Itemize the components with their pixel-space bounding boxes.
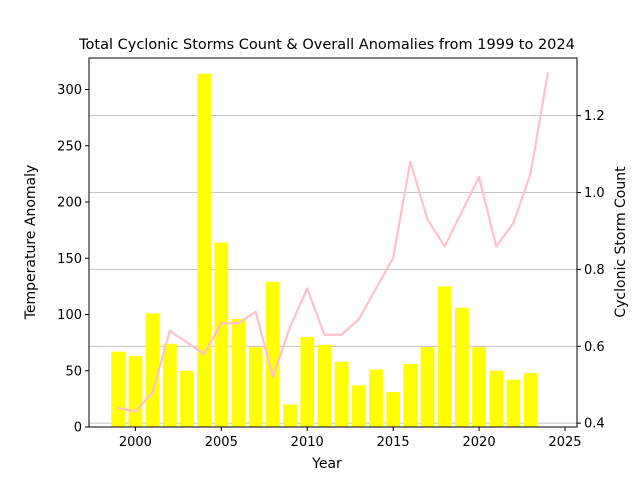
y-right-tick-label-1: 0.6	[584, 340, 605, 355]
x-tick-label-2000: 2000	[119, 435, 152, 450]
bar-2006	[231, 319, 246, 427]
bar-2012	[334, 361, 349, 427]
line-point-2002	[168, 329, 171, 333]
line-point-2005	[220, 322, 223, 325]
line-point-2021	[495, 245, 498, 248]
y-left-tick-label-200: 200	[57, 196, 82, 211]
line-point-2008	[271, 375, 274, 379]
line-point-2011	[323, 333, 326, 336]
y-axis-left-title: Temperature Anomaly	[23, 165, 39, 321]
x-tick-label-2010: 2010	[291, 435, 324, 450]
y-left-tick-label-250: 250	[57, 139, 82, 154]
line-point-2018	[443, 245, 446, 248]
bar-2020	[472, 347, 486, 427]
line-point-2017	[426, 218, 429, 221]
y-axis-right-title: Cyclonic Storm Count	[613, 166, 629, 318]
y-right-tick-label-3: 1.0	[584, 186, 605, 201]
bar-2016	[403, 364, 418, 427]
bar-2021	[489, 370, 504, 427]
line-point-2019	[460, 210, 463, 213]
bar-2008	[265, 281, 280, 427]
x-tick-label-2020: 2020	[463, 435, 496, 450]
chart-title: Total Cyclonic Storms Count & Overall An…	[78, 37, 575, 53]
bar-2003	[180, 370, 194, 427]
line-point-2000	[134, 410, 137, 413]
anomaly-line	[117, 73, 549, 413]
line-point-1999	[117, 406, 120, 409]
line-point-2023	[529, 172, 532, 175]
bar-2017	[420, 347, 435, 427]
y-left-tick-label-300: 300	[57, 83, 82, 98]
bar-2013	[351, 385, 366, 427]
bar-2022	[506, 379, 521, 427]
y-left-tick-label-150: 150	[57, 252, 82, 267]
line-series	[117, 72, 549, 413]
x-axis: 2000 2005 2010 2015 2020 2025	[119, 427, 582, 450]
line-point-2004	[203, 352, 206, 356]
bar-2015	[386, 392, 401, 427]
x-tick-label-2005: 2005	[205, 435, 238, 450]
line-point-2020	[477, 176, 481, 179]
bar-2009	[283, 404, 297, 427]
bar-2014	[369, 369, 383, 427]
bar-2011	[317, 344, 332, 427]
y-left-tick-label-0: 0	[74, 421, 82, 436]
line-point-2024	[546, 72, 549, 75]
line-point-2001	[151, 391, 154, 394]
bar-2007	[248, 347, 263, 427]
line-point-2013	[357, 318, 360, 321]
x-tick-label-2025: 2025	[548, 435, 581, 450]
bar-2023	[523, 373, 538, 427]
bar-2018	[437, 286, 452, 427]
y-right-tick-label-0: 0.4	[584, 417, 605, 432]
line-point-2016	[409, 160, 412, 163]
y-axis-right: 0.4 0.6 0.8 1.0 1.2	[577, 109, 605, 432]
x-tick-label-2015: 2015	[377, 435, 410, 450]
line-point-2007	[254, 310, 257, 313]
y-right-tick-label-4: 1.2	[584, 109, 605, 124]
line-point-2015	[392, 256, 395, 259]
bar-2002	[162, 343, 177, 427]
bar-2004	[197, 73, 211, 427]
plot-frame	[88, 57, 578, 428]
y-left-tick-label-100: 100	[57, 308, 82, 323]
bar-2005	[214, 242, 229, 427]
bar-1999	[111, 351, 126, 427]
line-point-2022	[512, 222, 515, 225]
y-axis-left: 0 50 100 150 200 250 300	[57, 83, 89, 436]
line-point-2006	[237, 322, 240, 325]
line-point-2009	[288, 325, 292, 329]
line-point-2003	[185, 341, 189, 344]
y-left-tick-label-50: 50	[65, 364, 82, 379]
line-point-2010	[306, 287, 309, 290]
bar-2010	[300, 337, 315, 427]
y-right-tick-label-2: 0.8	[584, 263, 605, 278]
bar-2001	[145, 313, 160, 427]
bar-2019	[455, 307, 469, 427]
bar-2000	[128, 356, 143, 427]
x-axis-title: Year	[311, 456, 342, 472]
line-point-2014	[374, 287, 378, 290]
line-point-2012	[340, 333, 343, 336]
